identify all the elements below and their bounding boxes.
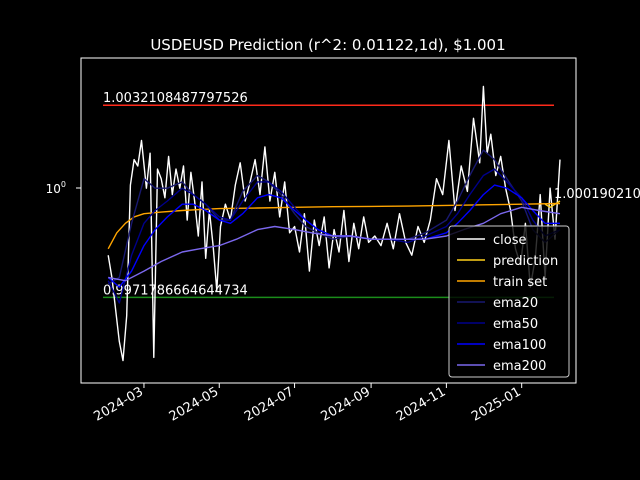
legend-label-ema200: ema200 xyxy=(493,359,546,374)
x-tick-label: 2025-01 xyxy=(469,384,524,424)
series-ema100-line xyxy=(107,184,560,288)
chart-title: USDEUSD Prediction (r^2: 0.01122,1d), $1… xyxy=(150,36,505,54)
x-tick-label: 2024-07 xyxy=(242,384,297,424)
series-ema200-line xyxy=(108,206,561,282)
legend-label-ema100: ema100 xyxy=(493,338,546,353)
x-tick-label: 2024-11 xyxy=(394,384,449,424)
axes-frame xyxy=(80,57,577,384)
x-tick-label: 2024-05 xyxy=(167,384,222,424)
legend-label-train-set: train set xyxy=(493,275,547,290)
upper-threshold-label: 1.0032108487797526 xyxy=(103,91,248,106)
y-tick: 100 xyxy=(46,180,81,196)
y-tick-label: 100 xyxy=(46,180,66,196)
legend-label-ema50: ema50 xyxy=(493,317,538,332)
prediction-end-label: 1.000190210 xyxy=(554,187,640,202)
x-tick-label: 2024-09 xyxy=(319,384,374,424)
legend: close prediction train set ema20 ema50 ema100… xyxy=(448,225,570,378)
lower-threshold-label: 0.9971786664644734 xyxy=(103,283,248,298)
series-ema20-line xyxy=(107,149,561,285)
series-close-line xyxy=(107,85,561,362)
legend-label-ema20: ema20 xyxy=(493,296,538,311)
series-prediction-line xyxy=(544,200,561,209)
x-axis-ticks: 2024-03 2024-05 2024-07 2024-09 2024-11 2025-… xyxy=(91,383,524,425)
legend-label-prediction: prediction xyxy=(493,254,558,269)
x-tick-label: 2024-03 xyxy=(91,384,146,424)
legend-label-close: close xyxy=(493,233,526,248)
legend-box xyxy=(448,225,570,378)
